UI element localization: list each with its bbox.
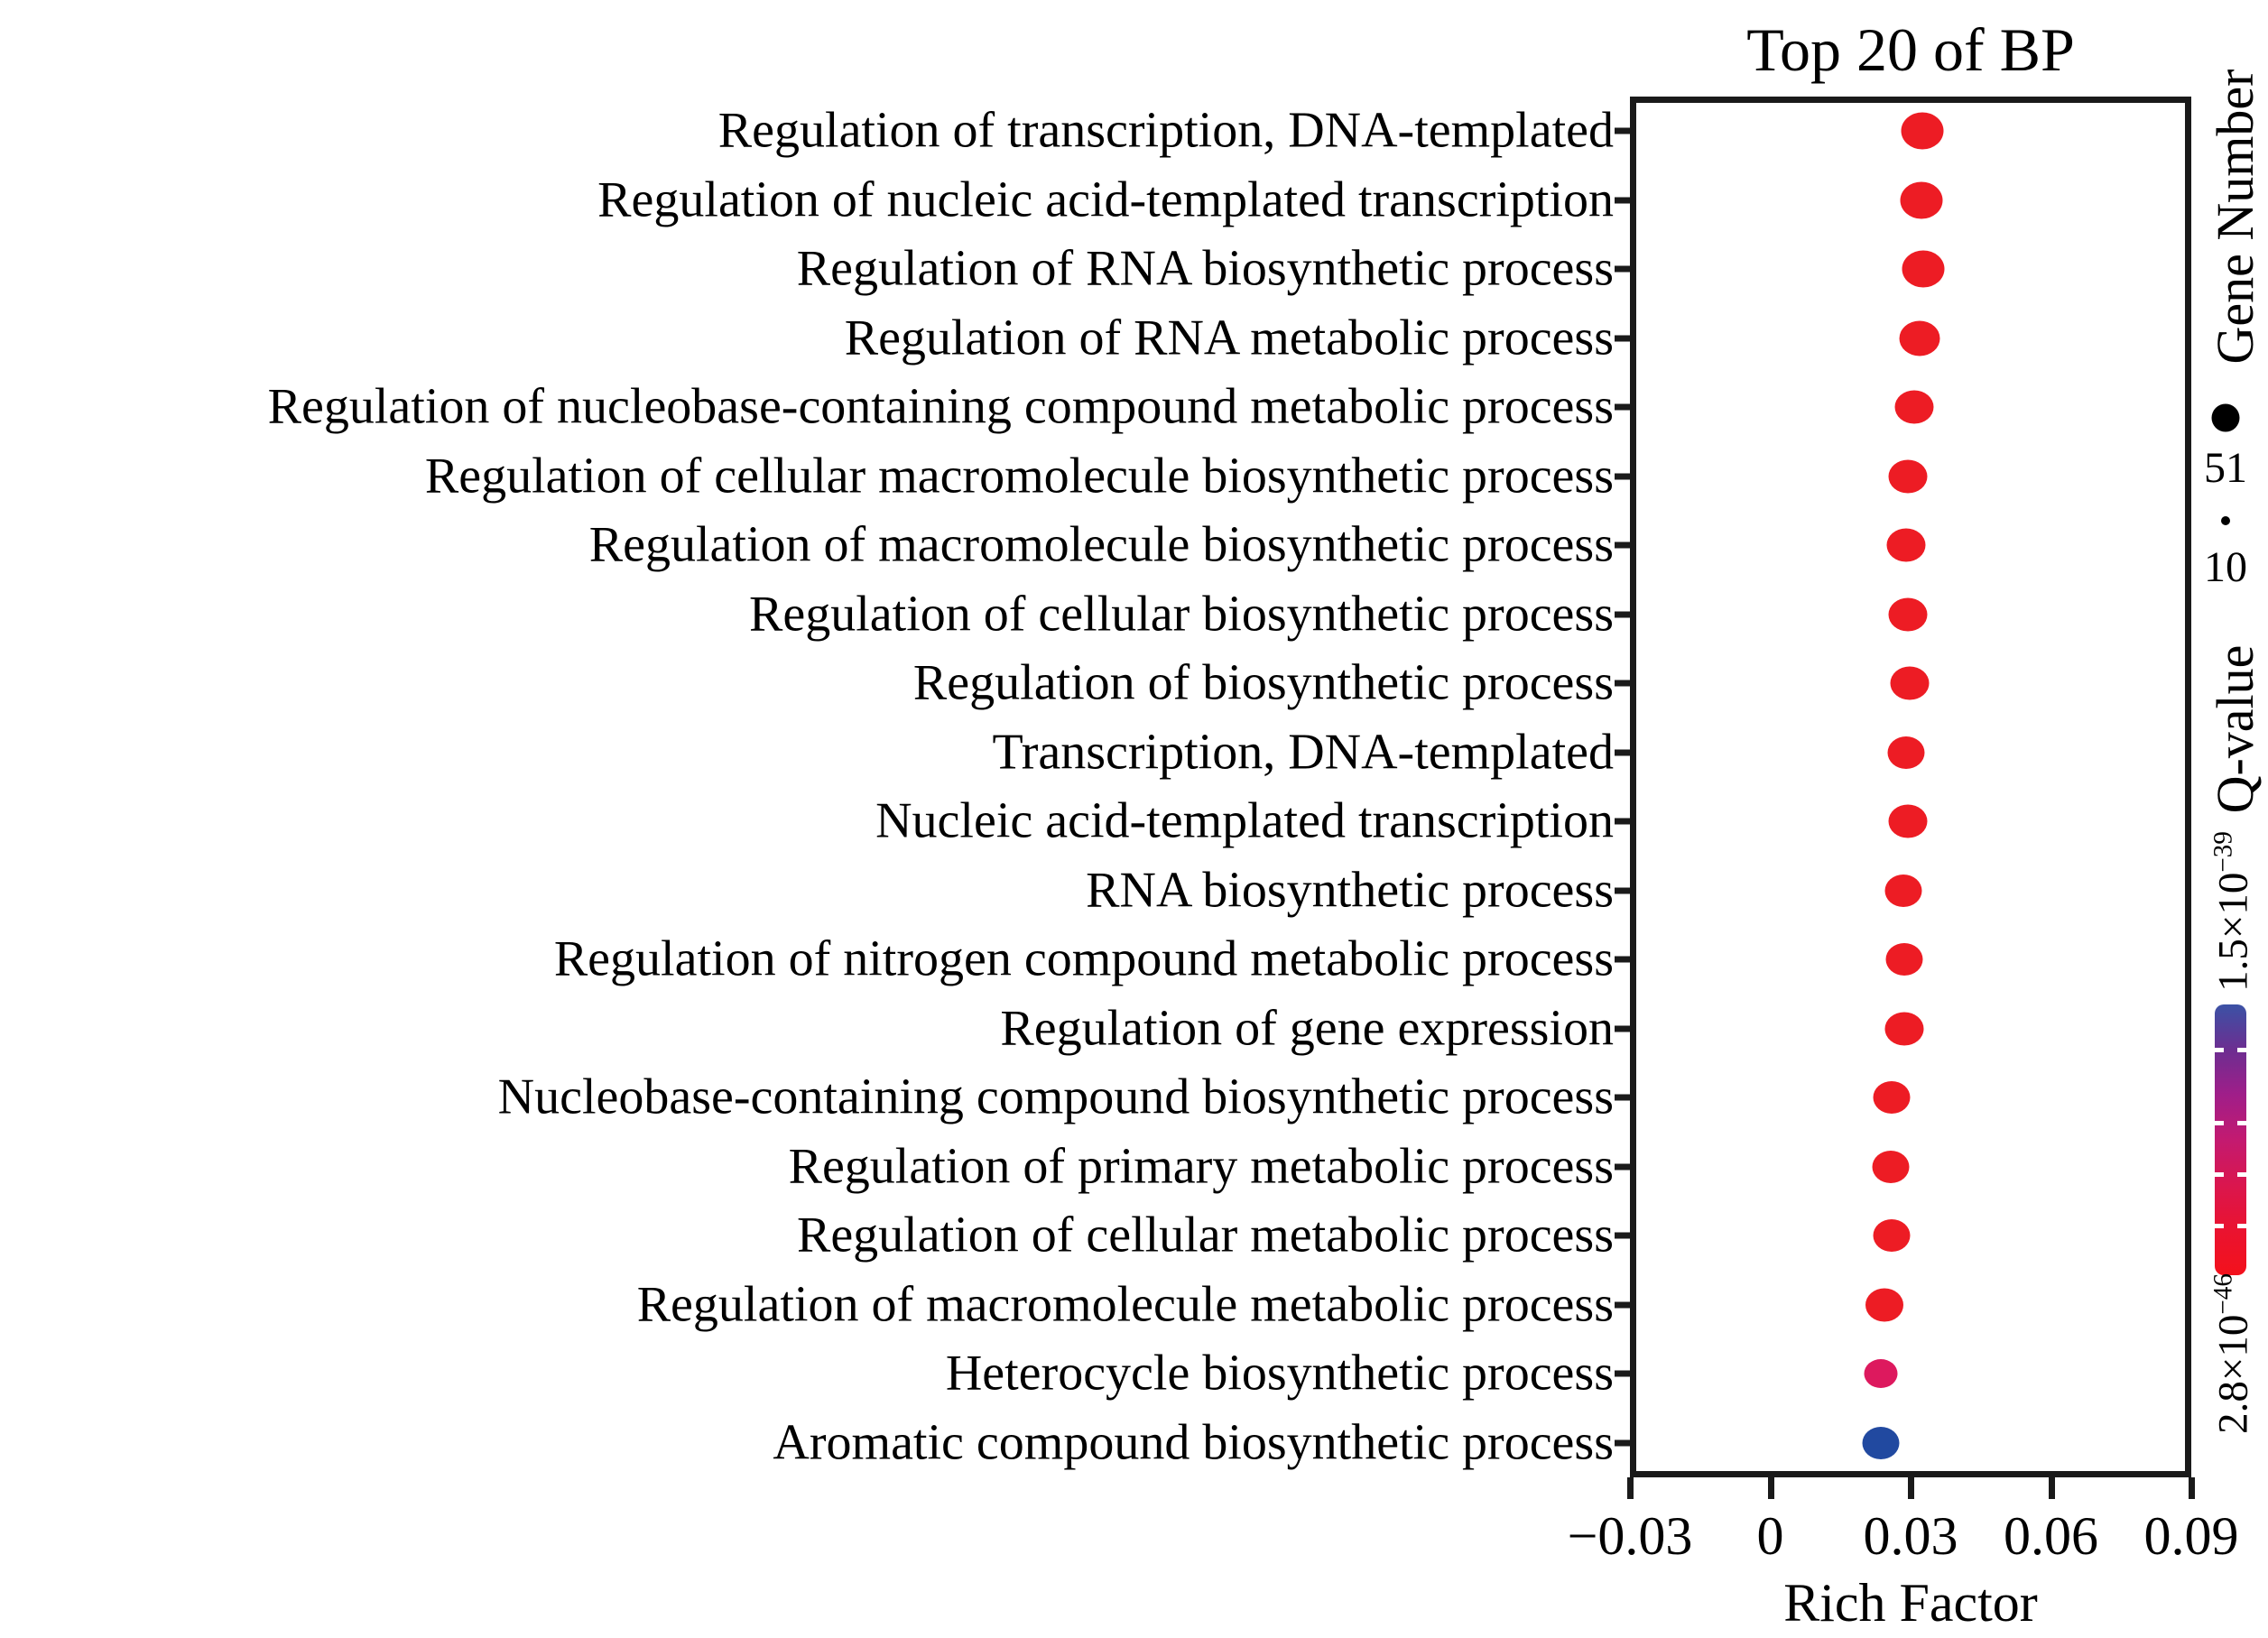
data-point	[1888, 804, 1928, 838]
color-legend-max-base: 1.5×10	[2209, 872, 2257, 992]
y-axis-label: Transcription, DNA-templated	[992, 724, 1615, 781]
data-point	[1884, 874, 1922, 907]
x-axis-tick-label: 0.09	[2143, 1506, 2239, 1566]
y-axis-tick	[1615, 1439, 1630, 1447]
y-axis-tick	[1615, 1232, 1630, 1239]
y-axis-tick	[1615, 680, 1630, 687]
chart-title: Top 20 of BP	[1746, 15, 2075, 84]
size-legend-min-label: 10	[2204, 543, 2247, 591]
y-axis-label: Regulation of RNA biosynthetic process	[796, 240, 1614, 297]
data-point	[1873, 1081, 1911, 1115]
color-legend-min-label: 2.8×10−46	[2208, 1273, 2257, 1434]
qvalue-gradient-tick	[2215, 1172, 2224, 1177]
y-axis-label: Nucleobase-containing compound biosynthe…	[497, 1069, 1614, 1125]
plot-area	[1630, 97, 2191, 1477]
color-legend-title: Q-value	[2206, 644, 2264, 814]
size-legend-title: Gene Number	[2206, 69, 2264, 365]
data-point	[1900, 181, 1943, 219]
data-point	[1888, 459, 1928, 494]
y-axis-label: Regulation of nitrogen compound metaboli…	[553, 930, 1614, 987]
size-legend-max-label: 51	[2204, 444, 2247, 492]
qvalue-gradient-bar	[2215, 1004, 2246, 1275]
color-legend-max-label: 1.5×10−39	[2208, 831, 2257, 992]
data-point	[1884, 1012, 1924, 1046]
data-point	[1899, 320, 1940, 356]
data-point	[1862, 1426, 1900, 1459]
data-point	[1888, 597, 1928, 632]
y-axis-tick	[1615, 1025, 1630, 1032]
y-axis-label: Regulation of cellular metabolic process	[796, 1207, 1614, 1263]
y-axis-tick	[1615, 335, 1630, 342]
y-axis-tick	[1615, 1301, 1630, 1309]
data-point	[1864, 1359, 1898, 1389]
x-axis-tick	[1767, 1477, 1774, 1499]
data-point	[1890, 666, 1930, 700]
y-axis-tick	[1615, 197, 1630, 204]
y-axis-label: Heterocycle biosynthetic process	[945, 1345, 1614, 1402]
y-axis-tick	[1615, 1094, 1630, 1101]
data-point	[1902, 250, 1945, 288]
y-axis-tick	[1615, 956, 1630, 963]
y-axis-label: Regulation of macromolecule metabolic pr…	[636, 1276, 1614, 1333]
data-point	[1873, 1219, 1911, 1253]
y-axis-tick	[1615, 541, 1630, 549]
qvalue-gradient-tick	[2215, 1048, 2224, 1052]
qvalue-gradient-tick	[2237, 1172, 2246, 1177]
x-axis-tick-label: 0.06	[2004, 1506, 2098, 1566]
y-axis-label: Regulation of nucleobase-containing comp…	[267, 378, 1614, 435]
data-point	[1886, 528, 1926, 562]
data-point	[1887, 736, 1925, 769]
data-point	[1872, 1150, 1910, 1183]
y-axis-label: Regulation of transcription, DNA-templat…	[717, 102, 1614, 159]
size-legend-max-dot	[2211, 403, 2240, 432]
x-axis-tick	[2189, 1477, 2195, 1499]
data-point	[1901, 112, 1944, 150]
y-axis-tick	[1615, 749, 1630, 756]
y-axis-tick	[1615, 818, 1630, 825]
y-axis-label: Regulation of cellular macromolecule bio…	[424, 448, 1614, 504]
size-legend-min-dot	[2221, 516, 2230, 525]
data-point	[1885, 943, 1923, 976]
y-axis-label: Regulation of macromolecule biosynthetic…	[588, 516, 1614, 573]
x-axis-tick	[1908, 1477, 1914, 1499]
y-axis-label: Regulation of cellular biosynthetic proc…	[749, 586, 1614, 643]
y-axis-label: Nucleic acid-templated transcription	[875, 792, 1614, 849]
x-axis-tick-label: 0	[1756, 1506, 1784, 1566]
x-axis-title: Rich Factor	[1783, 1573, 2038, 1633]
y-axis-tick	[1615, 265, 1630, 273]
y-axis-tick	[1615, 611, 1630, 618]
x-axis-tick-label: 0.03	[1863, 1506, 1958, 1566]
y-axis-tick	[1615, 1163, 1630, 1171]
x-axis-tick-label: −0.03	[1567, 1506, 1693, 1566]
data-point	[1894, 390, 1934, 424]
qvalue-gradient-tick	[2215, 1121, 2224, 1125]
color-legend-min-base: 2.8×10	[2209, 1314, 2257, 1434]
y-axis-label: Aromatic compound biosynthetic process	[773, 1414, 1614, 1471]
y-axis-label: Regulation of RNA metabolic process	[844, 310, 1614, 366]
data-point	[1865, 1288, 1904, 1322]
y-axis-tick	[1615, 403, 1630, 411]
y-axis-label: Regulation of gene expression	[1000, 1000, 1614, 1057]
x-axis-tick	[2048, 1477, 2055, 1499]
y-axis-label: Regulation of biosynthetic process	[912, 654, 1614, 711]
color-legend-max-exp: −39	[2208, 831, 2238, 873]
y-axis-label: RNA biosynthetic process	[1086, 862, 1614, 919]
y-axis-tick	[1615, 473, 1630, 480]
y-axis-tick	[1615, 127, 1630, 134]
qvalue-gradient-tick	[2237, 1048, 2246, 1052]
x-axis-tick	[1627, 1477, 1634, 1499]
qvalue-gradient-tick	[2215, 1224, 2224, 1228]
y-axis-tick	[1615, 887, 1630, 894]
color-legend-min-exp: −46	[2208, 1273, 2238, 1315]
y-axis-label: Regulation of nucleic acid-templated tra…	[597, 171, 1614, 228]
y-axis-tick	[1615, 1370, 1630, 1377]
qvalue-gradient-tick	[2237, 1121, 2246, 1125]
qvalue-gradient-tick	[2237, 1224, 2246, 1228]
y-axis-label: Regulation of primary metabolic process	[788, 1138, 1614, 1195]
